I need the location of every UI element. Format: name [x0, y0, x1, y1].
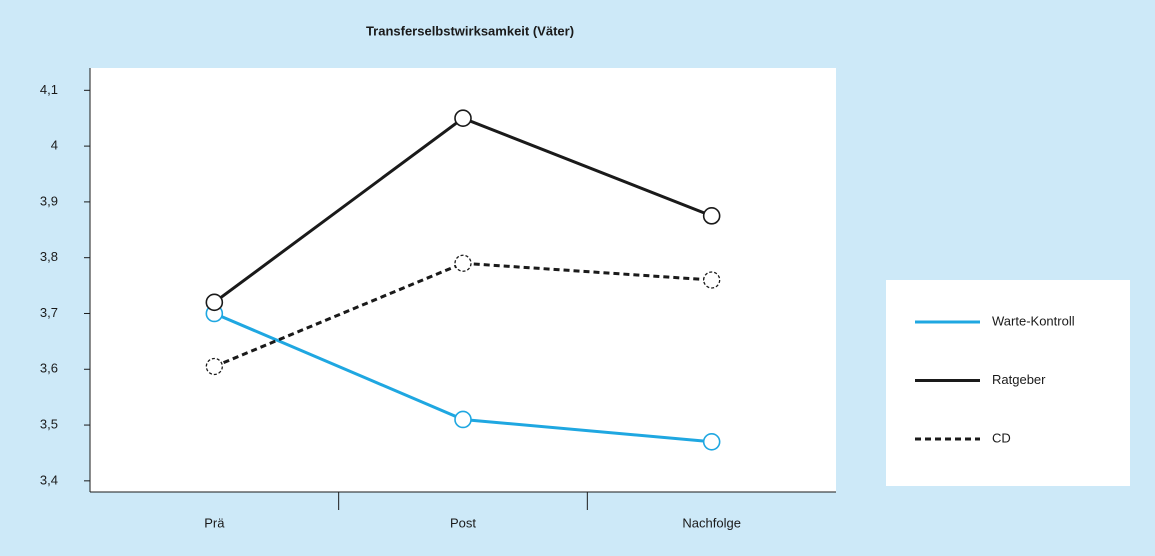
y-tick-label: 3,9 [40, 193, 58, 208]
y-tick-label: 3,4 [40, 472, 58, 487]
marker [454, 254, 472, 272]
y-tick-label: 3,8 [40, 249, 58, 264]
y-tick-label: 4,1 [40, 82, 58, 97]
marker [702, 432, 721, 451]
series-line [213, 261, 712, 368]
chart-title: Transferselbstwirksamkeit (Väter) [366, 23, 574, 38]
y-tick-label: 3,7 [40, 305, 58, 320]
legend-box [886, 280, 1130, 486]
x-tick-label: Prä [204, 515, 225, 530]
y-tick-label: 3,5 [40, 416, 58, 431]
legend-label: Ratgeber [992, 372, 1046, 387]
marker [702, 207, 721, 225]
marker [454, 109, 472, 128]
marker [454, 410, 472, 429]
marker [703, 271, 721, 289]
legend-label: CD [992, 430, 1011, 445]
x-tick-label: Post [450, 515, 476, 530]
y-tick-label: 4 [51, 138, 58, 153]
y-tick-label: 3,6 [40, 361, 58, 376]
marker [205, 293, 224, 312]
legend-label: Warte-Kontroll [992, 313, 1075, 328]
marker [205, 357, 223, 376]
x-tick-label: Nachfolge [682, 515, 741, 530]
plot-area [90, 68, 836, 492]
